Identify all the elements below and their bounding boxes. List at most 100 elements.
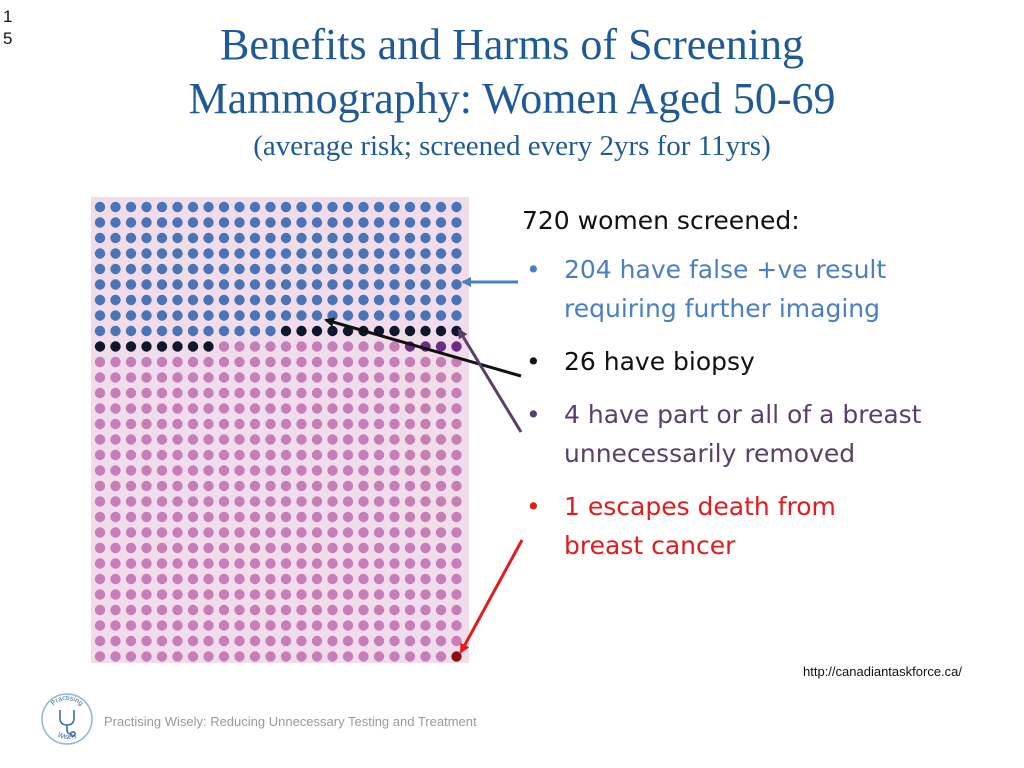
woman-dot bbox=[435, 201, 447, 213]
woman-dot bbox=[311, 201, 323, 213]
woman-dot bbox=[187, 620, 199, 631]
woman-dot bbox=[435, 341, 447, 352]
woman-dot bbox=[389, 542, 400, 554]
woman-dot bbox=[218, 527, 230, 538]
woman-dot bbox=[110, 558, 121, 569]
woman-dot bbox=[311, 620, 323, 631]
arrow-escapes-death bbox=[459, 539, 524, 654]
woman-dot bbox=[311, 635, 323, 647]
woman-dot bbox=[187, 604, 199, 616]
woman-dot bbox=[296, 248, 307, 259]
woman-dot bbox=[125, 372, 137, 383]
woman-dot bbox=[296, 651, 307, 662]
woman-dot bbox=[311, 341, 323, 352]
woman-dot bbox=[265, 232, 276, 244]
woman-dot bbox=[358, 651, 369, 662]
woman-dot bbox=[435, 372, 447, 383]
woman-dot bbox=[141, 217, 152, 228]
woman-dot bbox=[218, 573, 230, 585]
woman-dot bbox=[156, 263, 168, 275]
woman-dot bbox=[451, 573, 462, 585]
woman-dot bbox=[141, 604, 152, 616]
woman-dot bbox=[280, 511, 292, 523]
woman-dot bbox=[342, 496, 354, 507]
woman-dot bbox=[373, 263, 385, 275]
woman-dot bbox=[373, 217, 385, 228]
woman-dot bbox=[249, 558, 261, 569]
woman-dot bbox=[187, 465, 199, 476]
woman-dot bbox=[280, 217, 292, 228]
woman-dot bbox=[342, 620, 354, 631]
woman-dot bbox=[110, 434, 121, 445]
woman-dot bbox=[187, 449, 199, 461]
item-breast-removed: • 4 have part or all of a breast unneces… bbox=[522, 395, 992, 473]
woman-dot bbox=[125, 604, 137, 616]
woman-dot bbox=[420, 589, 431, 600]
woman-dot bbox=[311, 511, 323, 523]
woman-dot bbox=[342, 465, 354, 476]
source-link[interactable]: http://canadiantaskforce.ca/ bbox=[803, 664, 962, 679]
woman-dot bbox=[404, 248, 416, 259]
woman-dot bbox=[265, 294, 276, 306]
woman-dot bbox=[172, 558, 183, 569]
woman-dot bbox=[156, 325, 168, 337]
woman-dot bbox=[358, 201, 369, 213]
woman-dot bbox=[373, 418, 385, 430]
woman-dot bbox=[358, 217, 369, 228]
woman-dot bbox=[327, 217, 338, 228]
woman-dot bbox=[296, 403, 307, 414]
woman-dot bbox=[156, 341, 168, 352]
woman-dot bbox=[234, 434, 245, 445]
woman-dot bbox=[249, 310, 261, 321]
woman-dot bbox=[156, 232, 168, 244]
icon-array-background bbox=[91, 197, 469, 663]
woman-dot bbox=[280, 573, 292, 585]
woman-dot bbox=[435, 558, 447, 569]
woman-dot bbox=[451, 387, 462, 399]
woman-dot bbox=[218, 496, 230, 507]
woman-dot bbox=[358, 294, 369, 306]
woman-dot bbox=[404, 449, 416, 461]
woman-dot bbox=[342, 542, 354, 554]
woman-dot bbox=[404, 403, 416, 414]
woman-dot bbox=[156, 434, 168, 445]
woman-dot bbox=[296, 279, 307, 290]
woman-dot bbox=[358, 635, 369, 647]
woman-dot bbox=[435, 465, 447, 476]
woman-dot bbox=[265, 620, 276, 631]
woman-dot bbox=[172, 403, 183, 414]
woman-dot bbox=[203, 449, 214, 461]
woman-dot bbox=[265, 573, 276, 585]
woman-dot bbox=[435, 496, 447, 507]
woman-dot bbox=[234, 356, 245, 368]
woman-dot bbox=[203, 573, 214, 585]
woman-dot bbox=[218, 325, 230, 337]
woman-dot bbox=[358, 387, 369, 399]
woman-dot bbox=[110, 387, 121, 399]
woman-dot bbox=[420, 310, 431, 321]
woman-dot bbox=[218, 372, 230, 383]
woman-dot bbox=[342, 651, 354, 662]
woman-dot bbox=[296, 310, 307, 321]
woman-dot bbox=[451, 635, 462, 647]
woman-dot bbox=[296, 511, 307, 523]
woman-dot bbox=[404, 480, 416, 492]
item-false-positive: • 204 have false +ve result requiring fu… bbox=[522, 250, 992, 328]
woman-dot bbox=[234, 449, 245, 461]
woman-dot bbox=[187, 232, 199, 244]
woman-dot bbox=[404, 511, 416, 523]
woman-dot bbox=[125, 232, 137, 244]
woman-dot bbox=[420, 279, 431, 290]
woman-dot bbox=[125, 279, 137, 290]
woman-dot bbox=[342, 294, 354, 306]
woman-dot bbox=[358, 589, 369, 600]
woman-dot bbox=[327, 480, 338, 492]
woman-dot bbox=[435, 604, 447, 616]
woman-dot bbox=[265, 372, 276, 383]
woman-dot bbox=[373, 248, 385, 259]
woman-dot bbox=[203, 465, 214, 476]
woman-dot bbox=[249, 620, 261, 631]
woman-dot bbox=[311, 449, 323, 461]
woman-dot bbox=[327, 573, 338, 585]
woman-dot bbox=[172, 310, 183, 321]
